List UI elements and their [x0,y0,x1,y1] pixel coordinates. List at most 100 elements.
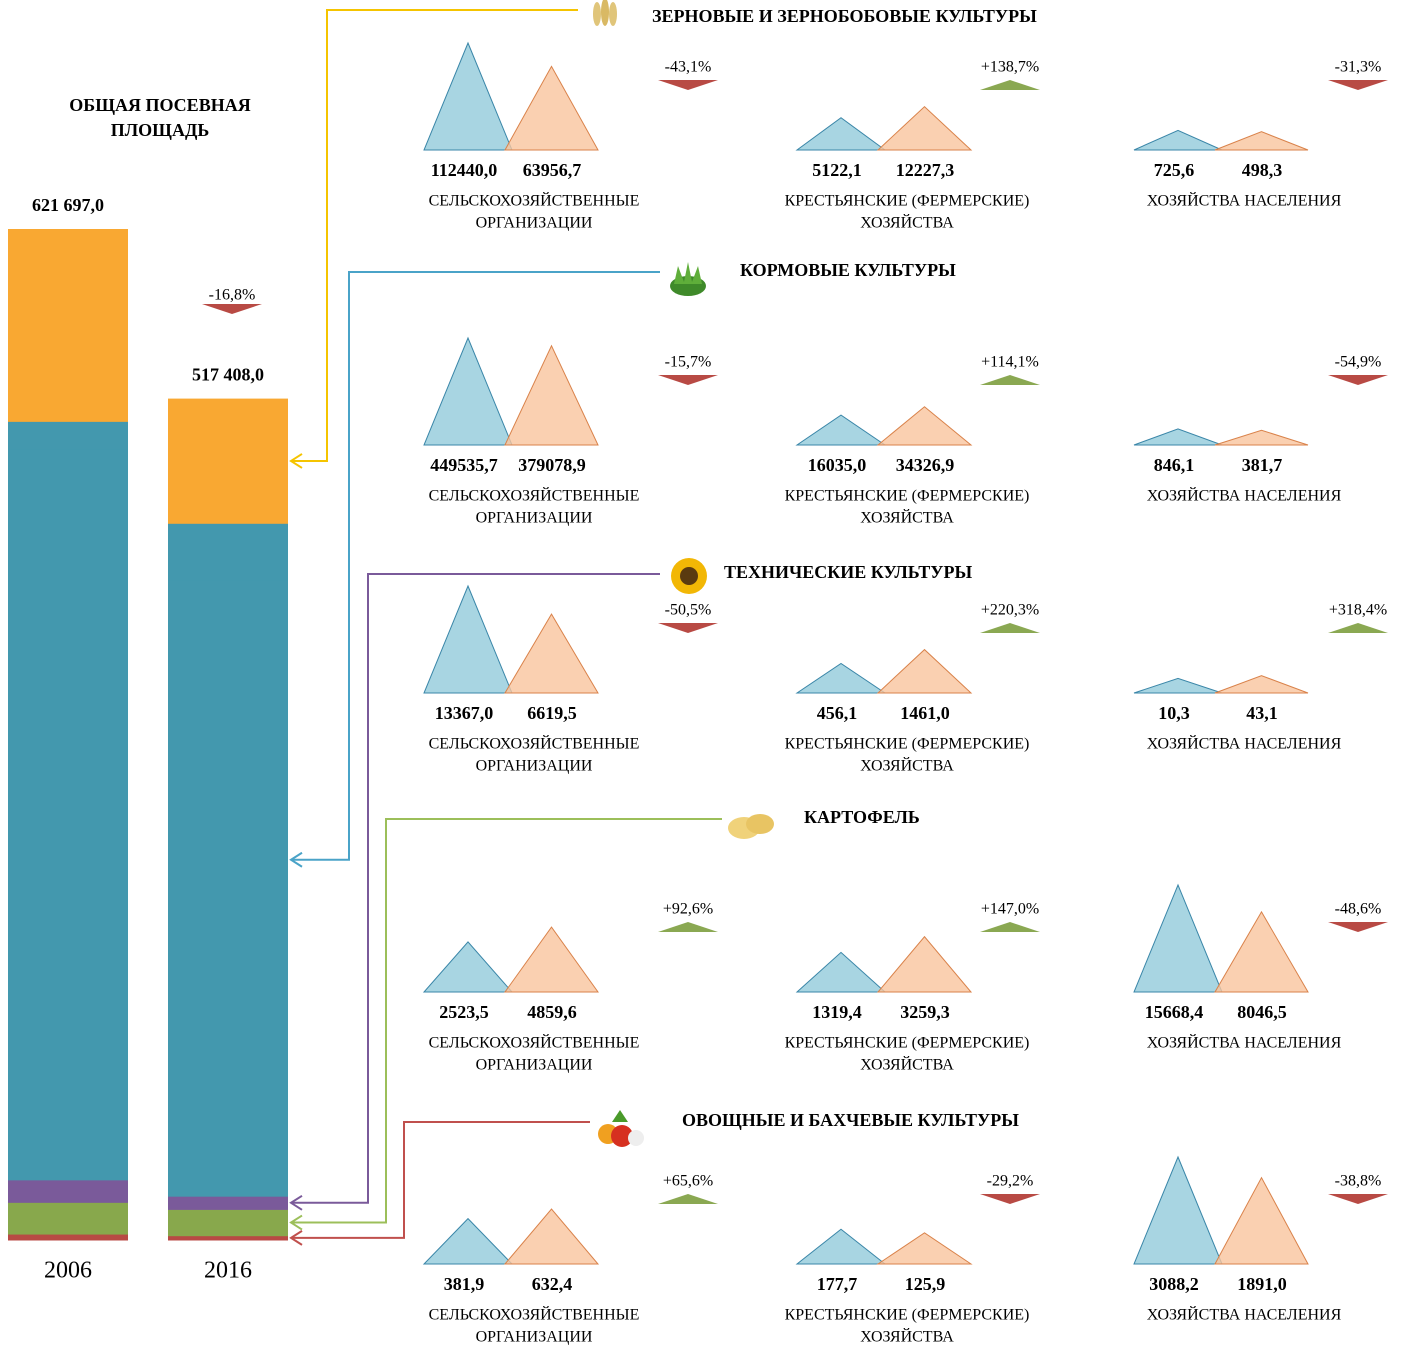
triangle [504,613,599,694]
farm-type: ОРГАНИЗАЦИИ [476,1057,593,1074]
connector-head [289,851,303,868]
connector-head [289,453,303,469]
value-label: 43,1 [1246,703,1278,723]
triangle [795,117,887,151]
farm-type: ОРГАНИЗАЦИИ [476,510,593,527]
value-label: 3088,2 [1149,1274,1199,1294]
year-label: 2016 [204,1258,252,1284]
value-label: 12227,3 [896,160,955,180]
triangle [1214,429,1309,446]
bar-segment [168,1198,288,1210]
connector [292,271,660,861]
value-label: 1319,4 [812,1002,862,1022]
farm-type: СЕЛЬСКОХОЗЯЙСТВЕННЫЕ [429,486,640,505]
title-line: ОБЩАЯ ПОСЕВНАЯ [69,95,250,115]
bar-segment [8,1179,128,1182]
down-arrow [202,304,262,314]
down-arrow [1328,80,1388,90]
farm-type: ОРГАНИЗАЦИИ [476,1329,593,1346]
total-label: 621 697,0 [32,195,104,215]
bar-segment [168,1227,288,1237]
connector-head [289,1230,303,1246]
farm-type: ХОЗЯЙСТВА НАСЕЛЕНИЯ [1147,1033,1342,1052]
triangle [1214,675,1309,694]
triangle [1214,131,1309,151]
change-label: -43,1% [665,59,712,76]
triangle [422,941,514,993]
triangle [876,935,973,993]
connector-head [289,1214,303,1231]
triangle [423,336,513,446]
triangle [1133,428,1223,446]
value-label: 5122,1 [812,160,862,180]
value-label: 846,1 [1154,455,1195,475]
bar-segment [8,1239,128,1241]
farm-type: ХОЗЯЙСТВА НАСЕЛЕНИЯ [1147,1305,1342,1324]
farm-type: ХОЗЯЙСТВА [860,213,954,232]
value-label: 2523,5 [439,1002,489,1022]
farm-type: КРЕСТЬЯНСКИЕ (ФЕРМЕРСКИЕ) [785,488,1030,505]
down-arrow [1328,375,1388,385]
up-arrow [980,623,1040,633]
value-label: 381,9 [444,1274,485,1294]
farm-type: ОРГАНИЗАЦИИ [476,215,593,232]
bar-segment [8,422,128,450]
farm-type: ХОЗЯЙСТВА [860,756,954,775]
triangle [1214,1176,1309,1265]
bar-segment [8,1202,128,1229]
value-label: 34326,9 [896,455,955,475]
up-arrow [980,922,1040,932]
down-arrow [1328,922,1388,932]
down-arrow [1328,1194,1388,1204]
down-arrow [658,375,718,385]
farm-type: КРЕСТЬЯНСКИЕ (ФЕРМЕРСКИЕ) [785,1307,1030,1324]
triangle [504,344,599,446]
farm-type: СЕЛЬСКОХОЗЯЙСТВЕННЫЕ [429,734,640,753]
triangle [876,105,973,151]
triangle [876,406,973,446]
value-label: 16035,0 [808,455,867,475]
change-label: +147,0% [981,901,1039,918]
value-label: 15668,4 [1145,1002,1204,1022]
change-label: +138,7% [981,59,1039,76]
value-label: 177,7 [817,1274,858,1294]
bar-segment [168,523,288,581]
bar-segment [8,421,128,424]
change-label: -15,7% [665,354,712,371]
connector [292,1121,590,1239]
section-title: КОРМОВЫЕ КУЛЬТУРЫ [740,260,956,280]
down-arrow [658,623,718,633]
bar-segment [168,579,288,1197]
triangle [1133,129,1223,151]
up-arrow [980,80,1040,90]
change-label: +65,6% [663,1173,713,1190]
change-label: -38,8% [1335,1173,1382,1190]
farm-type: ХОЗЯЙСТВА НАСЕЛЕНИЯ [1147,734,1342,753]
bar-segment [168,1222,288,1229]
section-title: ТЕХНИЧЕСКИЕ КУЛЬТУРЫ [724,562,972,582]
triangle [795,1228,887,1265]
connector [292,818,722,1224]
value-label: 125,9 [905,1274,946,1294]
value-label: 632,4 [532,1274,573,1294]
change-label: +92,6% [663,901,713,918]
bar-segment [8,238,128,422]
farm-type: ХОЗЯЙСТВА [860,1055,954,1074]
triangle [1133,677,1223,694]
value-label: 725,6 [1154,160,1195,180]
bar-segment [8,229,128,231]
total-label: 517 408,0 [192,365,264,385]
change-label: -31,3% [1335,59,1382,76]
section-title: ЗЕРНОВЫЕ И ЗЕРНОБОБОВЫЕ КУЛЬТУРЫ [652,6,1037,26]
up-arrow [1328,623,1388,633]
triangle [504,926,599,993]
change-label: -29,2% [987,1173,1034,1190]
value-label: 498,3 [1242,160,1283,180]
change-label: +318,4% [1329,602,1387,619]
value-label: 381,7 [1242,455,1283,475]
farm-type: ХОЗЯЙСТВА НАСЕЛЕНИЯ [1147,486,1342,505]
triangle [423,41,513,151]
bar-segment [8,1227,128,1231]
value-label: 456,1 [817,703,858,723]
